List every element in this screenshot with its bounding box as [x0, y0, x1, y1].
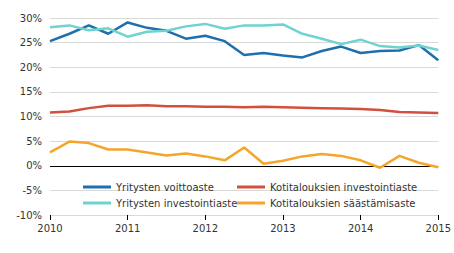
svg-text:Yritysten investointiaste: Yritysten investointiaste — [115, 198, 237, 209]
svg-text:25%: 25% — [20, 37, 42, 48]
svg-text:Kotitalouksien säästämisaste: Kotitalouksien säästämisaste — [270, 198, 415, 209]
svg-text:10%: 10% — [20, 111, 42, 122]
svg-text:5%: 5% — [26, 136, 42, 147]
svg-text:2013: 2013 — [270, 223, 295, 234]
svg-text:2015: 2015 — [426, 223, 451, 234]
svg-text:2012: 2012 — [193, 223, 218, 234]
svg-text:-5%: -5% — [23, 185, 42, 196]
svg-text:0%: 0% — [26, 160, 42, 171]
svg-text:15%: 15% — [20, 86, 42, 97]
svg-text:20%: 20% — [20, 62, 42, 73]
svg-text:-10%: -10% — [16, 210, 42, 221]
svg-text:Yritysten voittoaste: Yritysten voittoaste — [115, 182, 214, 193]
svg-text:2014: 2014 — [348, 223, 373, 234]
svg-text:2010: 2010 — [37, 223, 62, 234]
svg-text:2011: 2011 — [115, 223, 140, 234]
svg-text:30%: 30% — [20, 13, 42, 24]
svg-text:Kotitalouksien investointiaste: Kotitalouksien investointiaste — [270, 182, 417, 193]
